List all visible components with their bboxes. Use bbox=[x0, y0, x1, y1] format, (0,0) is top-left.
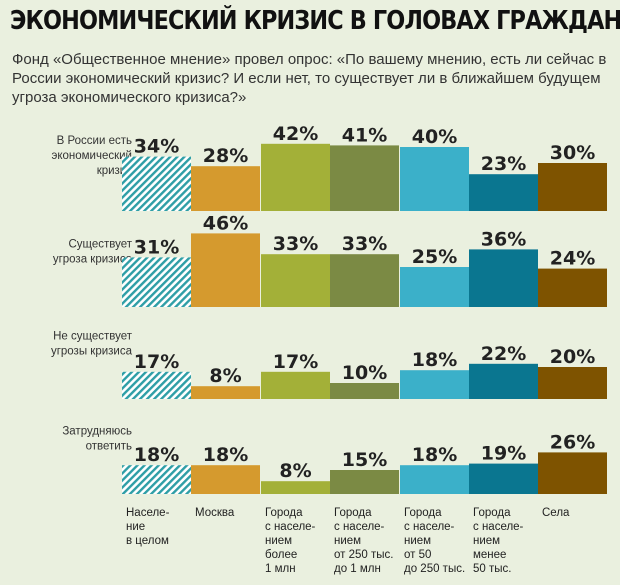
bar bbox=[122, 465, 191, 494]
bar bbox=[538, 268, 607, 307]
category-label: Москва bbox=[195, 507, 235, 519]
bar bbox=[330, 145, 399, 211]
bar bbox=[469, 249, 538, 307]
bar-value-label: 28% bbox=[203, 145, 248, 167]
bar-value-label: 17% bbox=[134, 351, 179, 373]
bar bbox=[538, 452, 607, 494]
bar-value-label: 18% bbox=[412, 349, 457, 371]
row-label: Затрудняюсь ответить bbox=[62, 426, 132, 453]
page-title: ЭКОНОМИЧЕСКИЙ КРИЗИС В ГОЛОВАХ ГРАЖДАН bbox=[10, 6, 620, 36]
bar-value-label: 41% bbox=[342, 124, 387, 146]
bar-value-label: 17% bbox=[273, 351, 318, 373]
bar-value-label: 42% bbox=[273, 123, 318, 145]
bar-value-label: 25% bbox=[412, 246, 457, 268]
bar-value-label: 23% bbox=[481, 153, 526, 175]
bar-value-label: 40% bbox=[412, 126, 457, 148]
bar-value-label: 10% bbox=[342, 362, 387, 384]
bar-value-label: 18% bbox=[412, 444, 457, 466]
row-label: Существует угроза кризиса bbox=[53, 239, 133, 266]
bar bbox=[261, 254, 330, 307]
category-label: Населе-ние в целом bbox=[126, 507, 170, 547]
bar bbox=[191, 465, 260, 494]
bar bbox=[122, 371, 191, 399]
bar-value-label: 18% bbox=[134, 444, 179, 466]
bar bbox=[538, 367, 607, 399]
bar-value-label: 30% bbox=[550, 142, 595, 164]
bar bbox=[122, 156, 191, 211]
category-label: Города с населе-нием от 250 тыс. до 1 млн bbox=[334, 507, 393, 575]
bar-value-label: 24% bbox=[550, 248, 595, 270]
bar-value-label: 34% bbox=[134, 136, 179, 158]
bar bbox=[469, 174, 538, 211]
bar-value-label: 15% bbox=[342, 449, 387, 471]
bar bbox=[261, 481, 330, 494]
bar-value-label: 20% bbox=[550, 346, 595, 368]
bar bbox=[330, 254, 399, 307]
category-label: Села bbox=[542, 507, 570, 519]
row-label: Не существует угрозы кризиса bbox=[51, 331, 133, 358]
bar-value-label: 36% bbox=[481, 228, 526, 250]
row-label: В России есть экономический кризис bbox=[51, 135, 132, 177]
category-label: Города с населе-нием менее 50 тыс. bbox=[473, 507, 524, 575]
bar bbox=[330, 470, 399, 494]
bar bbox=[400, 370, 469, 399]
category-label: Города с населе-нием от 50 до 250 тыс. bbox=[404, 507, 465, 575]
bar-value-label: 8% bbox=[209, 365, 241, 387]
bar bbox=[261, 143, 330, 211]
bar-value-label: 19% bbox=[481, 443, 526, 465]
page-subtitle: Фонд «Общественное мнение» провел опрос:… bbox=[12, 51, 607, 106]
bar-value-label: 46% bbox=[203, 212, 248, 234]
bar bbox=[261, 371, 330, 399]
bar bbox=[330, 383, 399, 399]
bar bbox=[122, 257, 191, 307]
bar bbox=[400, 465, 469, 494]
bar bbox=[191, 233, 260, 307]
bar bbox=[191, 386, 260, 399]
bar bbox=[469, 363, 538, 399]
bar-value-label: 33% bbox=[342, 233, 387, 255]
bar bbox=[538, 163, 607, 211]
bar-value-label: 26% bbox=[550, 431, 595, 453]
bar-value-label: 33% bbox=[273, 233, 318, 255]
bar-value-label: 31% bbox=[134, 236, 179, 258]
bar-value-label: 18% bbox=[203, 444, 248, 466]
bar bbox=[469, 463, 538, 494]
category-label: Города с населе-нием более 1 млн bbox=[265, 507, 316, 575]
bar bbox=[400, 267, 469, 307]
bar bbox=[400, 147, 469, 211]
bar bbox=[191, 166, 260, 211]
bar-value-label: 8% bbox=[279, 460, 311, 482]
bar-value-label: 22% bbox=[481, 343, 526, 365]
